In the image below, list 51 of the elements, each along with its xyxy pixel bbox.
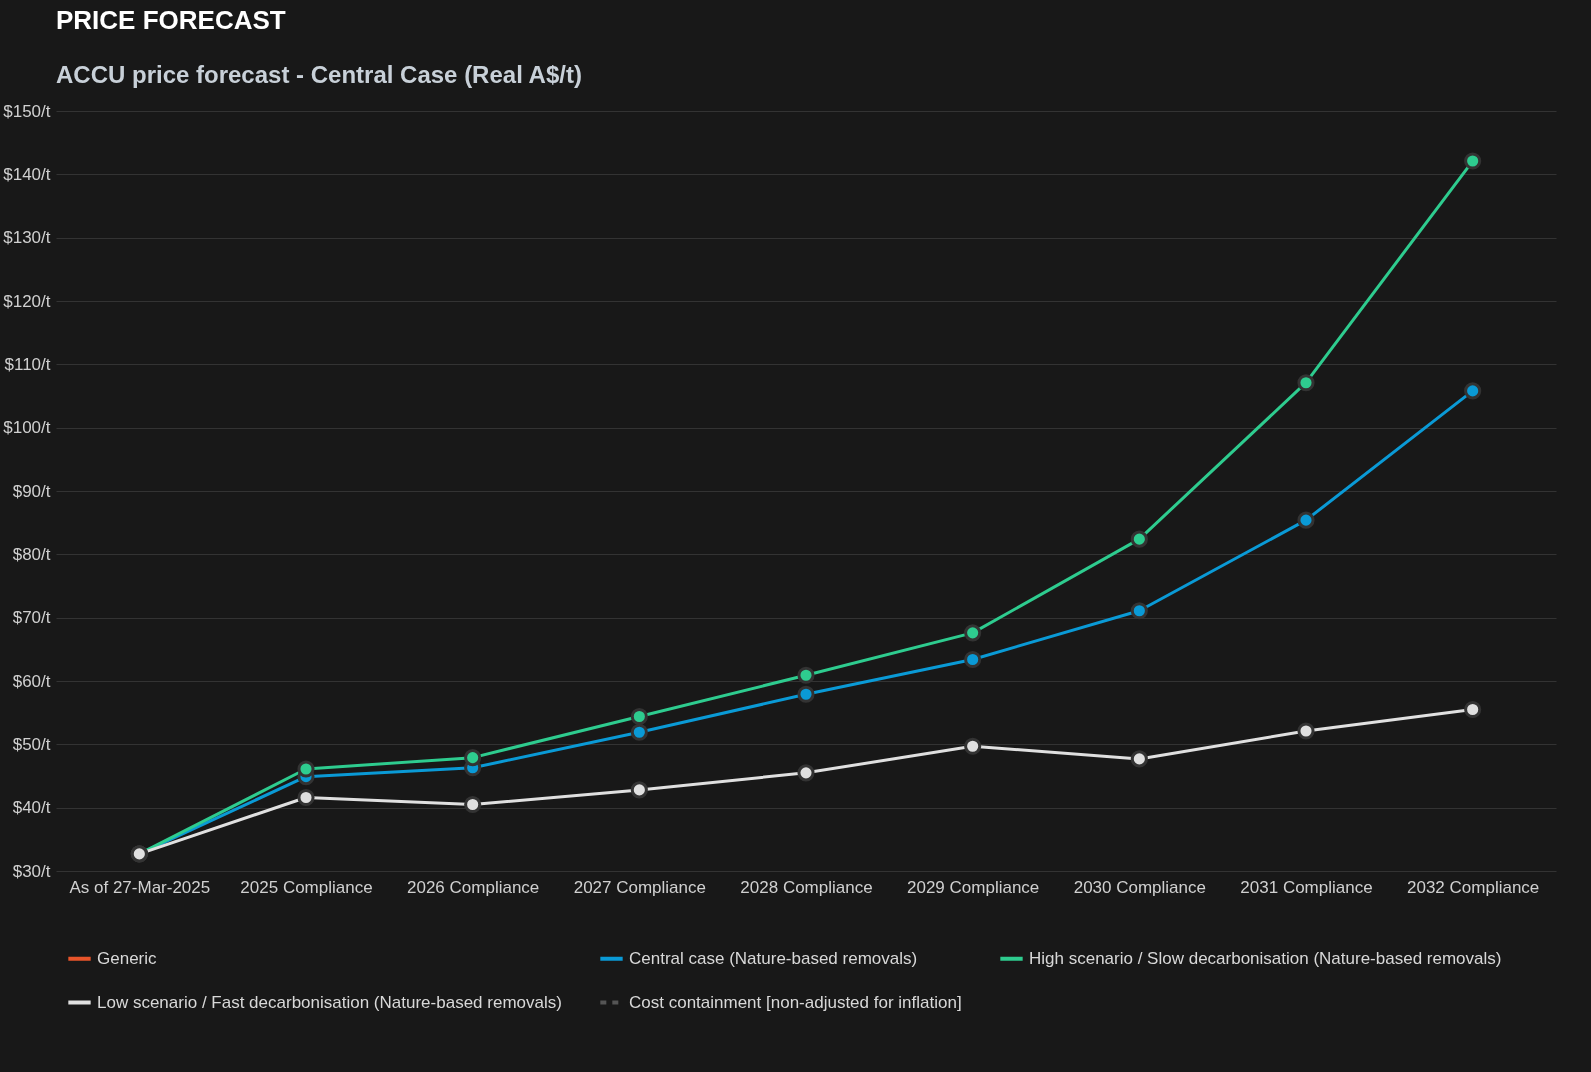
point	[1464, 700, 1482, 719]
chart-subtitle: ACCU price forecast - Central Case (Real A$/t)	[56, 61, 582, 88]
legend-label: Central case (Nature-based removals)	[629, 948, 918, 968]
point	[464, 795, 482, 814]
point	[1297, 374, 1315, 392]
point	[797, 764, 815, 782]
y-tick-label: $70/t	[12, 608, 51, 628]
x-tick-label: 2032 Compliance	[1407, 877, 1540, 897]
y-tick-label: $120/t	[3, 291, 51, 311]
point	[1464, 152, 1482, 170]
y-tick-label: $140/t	[3, 164, 51, 184]
point	[464, 749, 482, 767]
point	[964, 624, 982, 642]
x-tick-label: As of 27-Mar-2025	[69, 877, 211, 897]
x-tick-label: 2026 Compliance	[407, 877, 540, 897]
x-tick-label: 2025 Compliance	[240, 877, 373, 897]
x-tick-label: 2031 Compliance	[1240, 877, 1373, 897]
legend-label: High scenario / Slow decarbonisation (Nature-based removals)	[1029, 948, 1502, 968]
y-tick-label: $130/t	[3, 228, 51, 248]
point	[797, 666, 815, 684]
point	[1464, 382, 1482, 400]
chart-title: PRICE FORECAST	[56, 5, 286, 35]
legend-label: Low scenario / Fast decarbonisation (Nature-based removals)	[97, 992, 562, 1012]
x-tick-label: 2027 Compliance	[573, 877, 706, 897]
point	[1130, 602, 1148, 620]
legend-label: Generic	[97, 948, 158, 968]
point	[630, 723, 648, 741]
x-tick-label: 2030 Compliance	[1073, 877, 1206, 897]
point	[964, 737, 982, 755]
y-tick-label: $30/t	[12, 861, 51, 881]
point	[630, 781, 648, 799]
y-tick-label: $90/t	[12, 481, 51, 501]
y-tick-label: $80/t	[12, 544, 51, 564]
x-tick-label: 2028 Compliance	[740, 877, 873, 897]
point	[1130, 530, 1148, 548]
point	[797, 685, 815, 703]
point	[1130, 750, 1148, 768]
point	[1297, 511, 1315, 529]
point	[964, 650, 982, 669]
x-tick-label: 2029 Compliance	[907, 877, 1040, 897]
point	[297, 760, 315, 778]
y-tick-label: $40/t	[12, 798, 51, 818]
point	[297, 788, 315, 807]
point	[630, 707, 648, 726]
y-tick-label: $50/t	[12, 734, 51, 754]
point	[1297, 722, 1315, 740]
y-tick-label: $60/t	[12, 671, 51, 691]
legend-label: Cost containment [non-adjusted for inflation]	[629, 992, 962, 1012]
y-tick-label: $110/t	[4, 354, 51, 374]
y-tick-label: $150/t	[3, 101, 51, 121]
y-tick-label: $100/t	[3, 418, 51, 438]
